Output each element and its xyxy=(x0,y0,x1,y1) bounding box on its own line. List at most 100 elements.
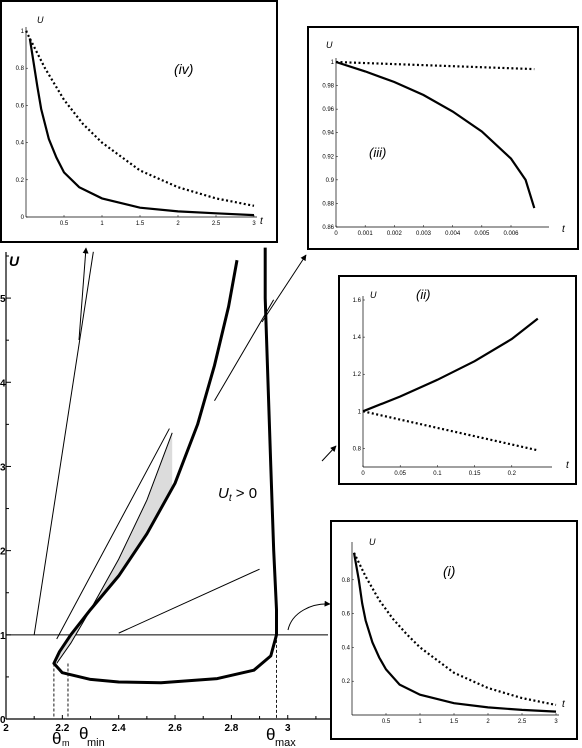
panel-x-tick-label: 0.003 xyxy=(416,231,432,237)
main-x-tick-label: 2.4 xyxy=(112,723,126,734)
panel-x-tick-label: 0.004 xyxy=(445,231,461,237)
panel-iii-frame xyxy=(307,26,579,250)
panel-ii-series-dotted xyxy=(362,410,539,452)
panel-i-y-label: U xyxy=(369,537,376,547)
main-y-tick-label: 5 xyxy=(0,294,6,305)
theta-max-subscript: max xyxy=(275,737,296,748)
arrow-to-panel-i xyxy=(287,600,331,631)
panel-x-tick-label: 0.5 xyxy=(382,719,391,725)
panel-y-tick-label: 0.86 xyxy=(322,225,334,231)
panel-x-tick-label: 1.5 xyxy=(136,221,145,227)
panel-y-tick-label: 0.4 xyxy=(16,141,25,147)
panel-iv-frame xyxy=(0,0,278,243)
panel-i-title: (i) xyxy=(443,563,455,579)
panel-y-tick-label: 1.2 xyxy=(353,372,362,378)
panel-x-tick-label: 0.1 xyxy=(433,471,442,477)
panel-x-tick-label: 1.5 xyxy=(450,719,459,725)
panel-ii-series-solid xyxy=(362,317,539,413)
panel-y-tick-label: 1 xyxy=(358,409,362,415)
panel-x-tick-label: 2.5 xyxy=(518,719,527,725)
panel-y-tick-label: 1.4 xyxy=(353,335,362,341)
main-y-tick-label: 1 xyxy=(0,631,6,642)
panel-x-tick-label: 0.05 xyxy=(394,471,406,477)
panel-iv-title: (iv) xyxy=(174,61,193,77)
arrow-to-panel-iii xyxy=(261,254,307,323)
theta-max-label: θ xyxy=(266,725,275,744)
main-y-tick-label: 3 xyxy=(0,462,6,473)
panel-iv-series-dotted xyxy=(25,30,255,207)
panel-x-tick-label: 0 xyxy=(361,471,365,477)
panel-x-tick-label: 1 xyxy=(100,221,104,227)
main-y-tick-label: 2 xyxy=(0,547,6,558)
panel-x-tick-label: 0.5 xyxy=(60,221,69,227)
panel-iv: 0.5 1 1.5 2 2.5 3 0 0.2 0.4 0.6 0.8 1 Ut (iv) xyxy=(0,0,278,243)
ray-line-0 xyxy=(33,251,94,635)
ut-positive-annotation: Ut > 0 xyxy=(218,485,257,504)
panel-x-tick-label: 2 xyxy=(176,221,180,227)
main-y-tick-label: 0 xyxy=(0,715,6,726)
panel-y-tick-label: 0.6 xyxy=(342,612,351,618)
panel-x-tick-label: 0 xyxy=(334,231,338,237)
main-curve xyxy=(52,247,278,685)
panel-y-tick-label: 1.6 xyxy=(353,298,362,304)
panel-x-tick-label: 0.001 xyxy=(358,231,374,237)
panel-iii-series-dotted xyxy=(335,60,535,71)
panel-x-tick-label: 0.006 xyxy=(503,231,519,237)
panel-y-tick-label: 0.9 xyxy=(326,178,335,184)
theta-min-subscript: min xyxy=(87,737,105,748)
panel-i: 0.5 1 1.5 2 2.5 3 0.2 0.4 0.6 0.8 Ut (i) xyxy=(330,520,578,740)
arrow-to-panel-ii xyxy=(321,445,337,462)
panel-x-tick-label: 3 xyxy=(554,719,558,725)
panel-ii-y-label: U xyxy=(370,290,377,300)
ray-line-1 xyxy=(56,428,170,640)
panel-ii-x-label: t xyxy=(566,460,570,471)
panel-y-tick-label: 0.8 xyxy=(16,66,25,72)
panel-iv-y-label: U xyxy=(37,15,44,25)
panel-i-series-solid xyxy=(352,552,557,713)
panel-x-tick-label: 0.002 xyxy=(387,231,403,237)
panel-y-tick-label: 0.8 xyxy=(342,578,351,584)
panel-x-tick-label: 3 xyxy=(252,221,256,227)
main-x-tick-label: 3 xyxy=(285,723,291,734)
main-y-tick-label: 4 xyxy=(0,378,6,389)
panel-y-tick-label: 0.98 xyxy=(322,84,334,90)
theta-m-label: θ xyxy=(52,729,61,748)
panel-iii: 0 0.001 0.002 0.003 0.004 0.005 0.006 0.86 0.88 0… xyxy=(307,26,579,250)
panel-y-tick-label: 1 xyxy=(21,29,25,35)
panel-i-x-label: t xyxy=(562,699,566,710)
panel-x-tick-label: 2 xyxy=(486,719,490,725)
panel-y-tick-label: 0.96 xyxy=(322,107,334,113)
panel-iii-y-label: U xyxy=(326,40,333,50)
panel-y-tick-label: 0.2 xyxy=(16,178,25,184)
panel-y-tick-label: 0.88 xyxy=(322,201,334,207)
panel-ii-frame xyxy=(338,275,577,485)
panel-x-tick-label: 1 xyxy=(418,719,422,725)
ray-line-2 xyxy=(214,299,275,402)
panel-y-tick-label: 0.92 xyxy=(322,154,334,160)
panel-y-tick-label: 0.94 xyxy=(322,131,334,137)
ray-line-3 xyxy=(118,568,260,634)
panel-x-tick-label: 2.5 xyxy=(212,221,221,227)
panel-iv-x-label: t xyxy=(260,216,264,227)
panel-y-tick-label: 0.6 xyxy=(16,103,25,109)
main-x-tick-label: 2.8 xyxy=(224,723,238,734)
main-x-tick-label: 2.6 xyxy=(168,723,182,734)
theta-m-subscript: m xyxy=(62,738,70,748)
panel-y-tick-label: 0.8 xyxy=(353,446,362,452)
inner-curve xyxy=(56,432,173,664)
panel-x-tick-label: 0.2 xyxy=(508,471,517,477)
panel-ii-title: (ii) xyxy=(416,287,430,302)
panel-x-tick-label: 0.005 xyxy=(474,231,490,237)
main-x-tick-label: 2.2 xyxy=(55,723,69,734)
panel-iii-x-label: t xyxy=(562,224,566,235)
panel-y-tick-label: 0.4 xyxy=(342,645,351,651)
panel-iii-title: (iii) xyxy=(369,145,386,160)
panel-ii: 0 0.05 0.1 0.15 0.2 0.8 1 1.2 1.4 1.6 Ut (ii) xyxy=(338,275,577,485)
main-x-tick-label: 2 xyxy=(3,723,9,734)
arrow-to-panel-iv xyxy=(78,247,89,341)
panel-x-tick-label: 0.15 xyxy=(469,471,481,477)
panel-y-tick-label: 1 xyxy=(331,60,335,66)
theta-min-label: θ xyxy=(79,724,88,743)
